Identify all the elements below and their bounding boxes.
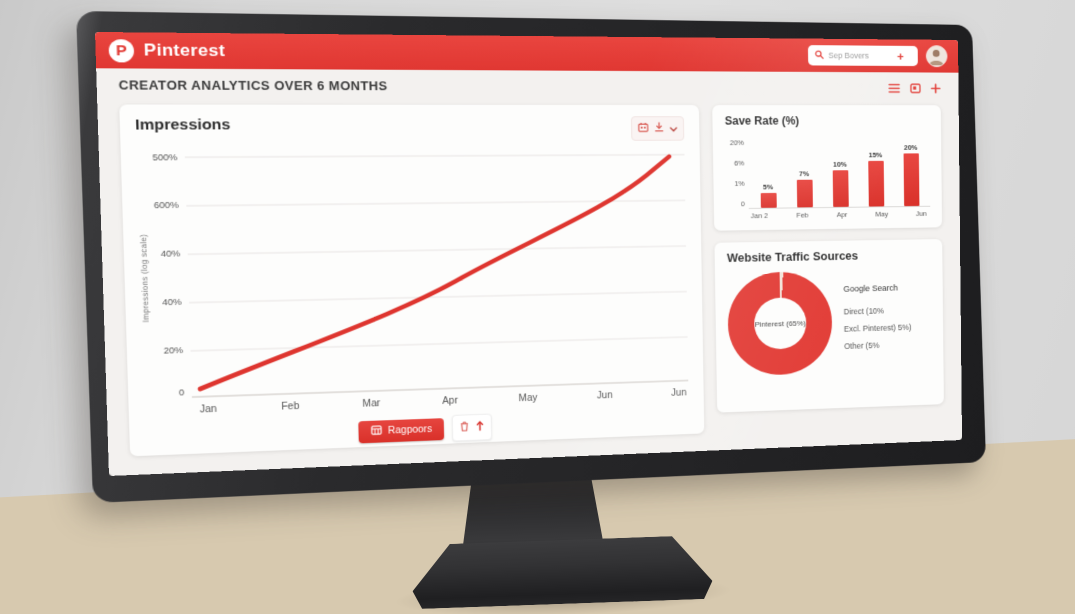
y-tick: 500% [152, 152, 178, 163]
brand-name: Pinterest [143, 40, 226, 61]
chevron-down-icon[interactable] [670, 120, 678, 137]
y-tick: 6% [734, 158, 745, 168]
x-tick: Jun [671, 387, 687, 399]
x-tick: Jan [199, 404, 218, 416]
traffic-legend: Google Search Direct (10% Excl. Pinteres… [843, 283, 911, 359]
bar [867, 160, 884, 207]
trash-icon[interactable] [460, 419, 469, 436]
search-input[interactable] [828, 50, 893, 61]
impressions-chart: Impressions (log scale) 500% 600% 40% 40… [136, 150, 688, 403]
image-icon[interactable] [910, 83, 921, 93]
donut-center-label: Pinterest (65%) [754, 318, 806, 329]
y-tick: 20% [729, 138, 745, 147]
add-icon[interactable] [931, 83, 941, 93]
traffic-donut-chart: Pinterest (65%) [727, 270, 833, 377]
save-rate-title: Save Rate (%) [724, 114, 800, 128]
x-tick: May [875, 209, 889, 219]
impressions-title: Impressions [134, 116, 231, 134]
save-rate-bars: 5% 7% 10% [747, 134, 931, 209]
bar [796, 179, 813, 208]
bar-group: 15% [860, 151, 892, 207]
report-button[interactable]: Ragpoors [358, 417, 445, 443]
app-header: P Pinterest + [95, 32, 959, 73]
page-body: CREATOR ANALYTICS OVER 6 MONTHS [96, 68, 962, 457]
legend-item: Google Search [843, 283, 898, 294]
save-rate-card: Save Rate (%) 20% 6% 1% 0 5% [712, 105, 943, 231]
legend-item: Other (5% [844, 340, 880, 351]
x-tick: Feb [796, 210, 809, 220]
logo-letter: P [115, 41, 128, 59]
search-box[interactable]: + [807, 45, 918, 67]
bar-group: 5% [752, 183, 784, 208]
report-button-label: Ragpoors [387, 423, 433, 436]
legend-item: Excl. Pinterest) 5%) [843, 322, 912, 334]
monitor-screen: P Pinterest + CREATOR ANALYTICS OVER 6 [95, 32, 963, 476]
x-tick: Apr [836, 210, 848, 219]
bar-value: 5% [762, 182, 774, 192]
search-icon [814, 47, 823, 64]
impressions-card: Impressions [119, 104, 705, 457]
save-rate-y-ticks: 20% 6% 1% 0 [725, 135, 749, 209]
bar-group: 7% [788, 170, 820, 208]
y-tick: 0 [740, 199, 745, 209]
x-tick: Apr [442, 395, 458, 407]
list-icon[interactable] [888, 83, 900, 93]
save-rate-chart: 20% 6% 1% 0 5% 7 [725, 134, 931, 209]
grid-icon [371, 425, 383, 438]
bar-value: 7% [799, 169, 810, 178]
x-tick: Jun [596, 390, 613, 402]
bar [903, 153, 919, 207]
download-icon[interactable] [654, 120, 664, 137]
monitor-stand-base [411, 535, 713, 609]
calendar-icon[interactable] [638, 120, 649, 137]
page-title: CREATOR ANALYTICS OVER 6 MONTHS [118, 78, 388, 94]
y-tick: 0 [178, 387, 185, 398]
x-tick: Mar [362, 398, 381, 410]
impressions-line-series [194, 157, 673, 389]
bar-value: 20% [903, 143, 918, 152]
search-add-icon[interactable]: + [896, 49, 904, 63]
impressions-plot-area [185, 150, 689, 401]
bar-group: 20% [895, 143, 926, 207]
bar-value: 15% [868, 150, 883, 160]
legend-item: Direct (10% [843, 306, 885, 317]
x-tick: Jun [915, 209, 927, 218]
chart-mini-toolbar [451, 413, 493, 442]
y-tick: 40% [162, 296, 182, 308]
bar [832, 170, 849, 207]
bar-value: 10% [833, 160, 847, 169]
x-tick: Jan 2 [750, 211, 768, 220]
avatar[interactable] [925, 45, 948, 68]
bar [760, 192, 777, 208]
traffic-title: Website Traffic Sources [726, 249, 859, 265]
y-tick: 1% [734, 179, 745, 188]
y-tick: 20% [163, 345, 184, 356]
x-tick: Feb [281, 401, 300, 413]
bar-group: 10% [824, 160, 856, 207]
y-tick: 40% [160, 248, 181, 259]
arrow-up-icon[interactable] [476, 419, 484, 436]
y-tick: 600% [153, 199, 179, 211]
traffic-card: Website Traffic Sources Pinterest (65%) … [714, 239, 944, 413]
x-tick: May [518, 393, 538, 405]
pinterest-logo-icon[interactable]: P [108, 38, 135, 62]
impressions-toolbar [630, 116, 685, 141]
